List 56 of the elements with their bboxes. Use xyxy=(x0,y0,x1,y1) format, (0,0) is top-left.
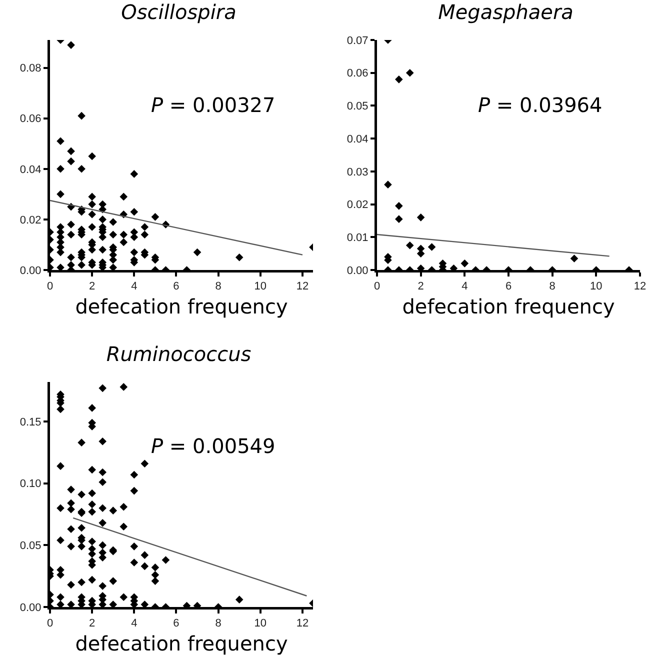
point xyxy=(395,76,403,84)
x-tick-label: 6 xyxy=(173,618,180,630)
point xyxy=(460,260,469,268)
x-tick-label: 2 xyxy=(89,618,96,630)
x-tick-label: 4 xyxy=(131,280,138,293)
x-tick-label: 4 xyxy=(131,618,138,630)
y-tick-label: 0.15 xyxy=(20,416,42,428)
y-tick-label: 0.03 xyxy=(346,166,368,178)
x-tick-label: 6 xyxy=(505,280,512,293)
y-tick-label: 0.07 xyxy=(346,34,368,47)
x-tick-label: 10 xyxy=(254,280,267,293)
y-tick-label: 0.04 xyxy=(346,133,368,146)
y-tick-label: 0.00 xyxy=(20,602,42,614)
y-tick-label: 0.08 xyxy=(20,62,42,75)
y-tick-label: 0.05 xyxy=(346,100,368,113)
y-tick-label: 0.06 xyxy=(346,68,368,80)
point xyxy=(416,214,425,222)
y-tick-label: 0.01 xyxy=(346,232,368,244)
y-tick-label: 0.00 xyxy=(346,264,368,277)
y-tick-label: 0.10 xyxy=(20,478,42,490)
point xyxy=(395,202,403,210)
x-tick-label: 12 xyxy=(634,280,646,293)
chart-title: Ruminococcus xyxy=(106,342,252,366)
annotation: P = 0.00549 xyxy=(151,434,276,458)
x-tick-label: 8 xyxy=(215,280,222,293)
y-tick-label: 0.05 xyxy=(20,540,42,552)
x-tick-label: 0 xyxy=(46,618,54,630)
y-tick-label: 0.02 xyxy=(346,199,368,212)
point xyxy=(384,180,392,188)
chart-title: Oscillospira xyxy=(121,0,236,24)
x-tick-label: 2 xyxy=(418,280,424,293)
y-tick-label: 0.02 xyxy=(20,214,42,226)
x-tick-label: 0 xyxy=(46,280,54,293)
x-axis-title: defecation frequency xyxy=(402,294,615,318)
y-tick-label: 0.04 xyxy=(20,164,42,176)
y-tick-label: 0.00 xyxy=(20,264,42,277)
x-axis-title: defecation frequency xyxy=(75,631,288,656)
x-axis-title: defecation frequency xyxy=(75,294,288,318)
x-tick-label: 4 xyxy=(462,280,468,293)
point xyxy=(406,241,414,250)
point xyxy=(395,215,403,223)
x-tick-label: 12 xyxy=(296,618,309,630)
x-tick-label: 8 xyxy=(215,618,222,630)
annotation: P = 0.03964 xyxy=(478,93,602,117)
x-tick-label: 8 xyxy=(549,280,556,293)
point xyxy=(570,254,578,262)
x-tick-label: 10 xyxy=(590,280,602,293)
x-tick-label: 0 xyxy=(374,280,380,293)
annotation: P = 0.00327 xyxy=(151,93,276,117)
point xyxy=(428,243,436,251)
x-tick-label: 6 xyxy=(173,280,180,293)
chart-title: Megasphaera xyxy=(438,0,574,24)
y-tick-label: 0.06 xyxy=(20,113,42,126)
x-tick-label: 10 xyxy=(254,618,267,630)
x-tick-label: 2 xyxy=(89,280,96,293)
x-tick-label: 12 xyxy=(296,280,309,293)
